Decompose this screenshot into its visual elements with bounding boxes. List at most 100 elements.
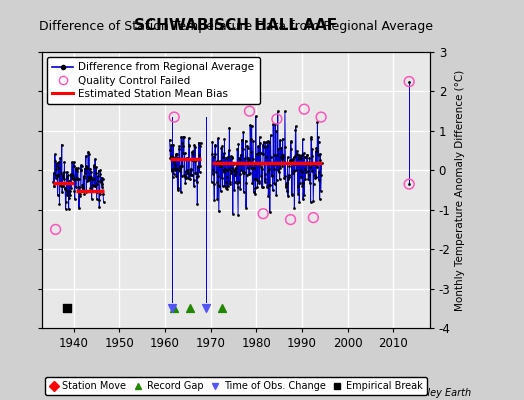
Point — [94, 167, 103, 174]
Point — [241, 155, 249, 162]
Point — [71, 176, 79, 182]
Point — [88, 196, 96, 202]
Point — [70, 187, 79, 194]
Point — [271, 161, 280, 167]
Point — [216, 161, 224, 168]
Point — [170, 158, 178, 165]
Point — [257, 172, 265, 179]
Point — [67, 171, 75, 177]
Text: Berkeley Earth: Berkeley Earth — [399, 388, 472, 398]
Point — [247, 164, 255, 171]
Point — [311, 172, 319, 178]
Point — [195, 168, 204, 175]
Point — [74, 165, 82, 171]
Point — [274, 146, 282, 152]
Point — [275, 169, 283, 176]
Point — [218, 143, 226, 149]
Point — [187, 166, 195, 172]
Point — [257, 150, 265, 157]
Point — [180, 171, 189, 178]
Point — [302, 154, 311, 160]
Point — [308, 168, 316, 174]
Point — [86, 185, 95, 192]
Point — [317, 172, 325, 178]
Point — [80, 190, 89, 197]
Point — [68, 172, 76, 178]
Point — [310, 180, 318, 187]
Point — [278, 162, 287, 169]
Point — [304, 159, 313, 165]
Point — [405, 78, 413, 85]
Point — [88, 176, 96, 182]
Point — [291, 153, 299, 160]
Point — [405, 78, 413, 85]
Point — [94, 173, 102, 179]
Point — [276, 165, 285, 172]
Point — [57, 181, 65, 188]
Point — [307, 134, 315, 140]
Point — [61, 186, 69, 193]
Point — [84, 177, 93, 184]
Point — [243, 142, 252, 149]
Point — [304, 176, 312, 182]
Point — [245, 156, 254, 162]
Point — [175, 143, 183, 149]
Point — [297, 169, 305, 176]
Point — [215, 208, 223, 214]
Point — [210, 180, 218, 187]
Point — [245, 108, 254, 114]
Point — [62, 199, 70, 206]
Point — [286, 157, 294, 164]
Point — [190, 142, 199, 148]
Point — [212, 169, 221, 175]
Point — [230, 187, 238, 193]
Point — [318, 160, 326, 166]
Point — [315, 177, 323, 183]
Point — [86, 168, 95, 175]
Point — [315, 196, 324, 202]
Point — [296, 166, 304, 173]
Point — [237, 167, 246, 173]
Point — [314, 138, 323, 145]
Point — [221, 166, 230, 172]
Point — [220, 150, 228, 157]
Point — [305, 155, 314, 161]
Point — [219, 183, 227, 189]
Point — [53, 163, 61, 170]
Point — [92, 164, 101, 170]
Point — [65, 195, 73, 202]
Point — [268, 171, 276, 178]
Point — [215, 158, 224, 164]
Point — [77, 167, 85, 174]
Point — [177, 189, 185, 195]
Point — [182, 175, 190, 181]
Point — [264, 167, 272, 174]
Point — [93, 181, 102, 187]
Point — [247, 123, 256, 129]
Point — [300, 150, 308, 156]
Point — [255, 178, 263, 184]
Point — [222, 185, 231, 192]
Point — [308, 152, 316, 159]
Point — [84, 148, 92, 155]
Point — [301, 175, 310, 182]
Point — [266, 132, 275, 138]
Point — [177, 134, 185, 140]
Point — [255, 180, 264, 186]
Point — [279, 152, 287, 158]
Point — [58, 142, 66, 148]
Point — [87, 174, 95, 180]
Point — [306, 164, 314, 170]
Point — [60, 169, 68, 176]
Point — [238, 170, 247, 176]
Point — [178, 173, 186, 179]
Point — [78, 163, 86, 170]
Point — [248, 156, 257, 162]
Point — [278, 156, 286, 162]
Point — [274, 167, 282, 174]
Point — [286, 216, 294, 223]
Point — [259, 138, 268, 145]
Point — [254, 150, 263, 156]
Point — [219, 154, 227, 161]
Point — [232, 162, 241, 168]
